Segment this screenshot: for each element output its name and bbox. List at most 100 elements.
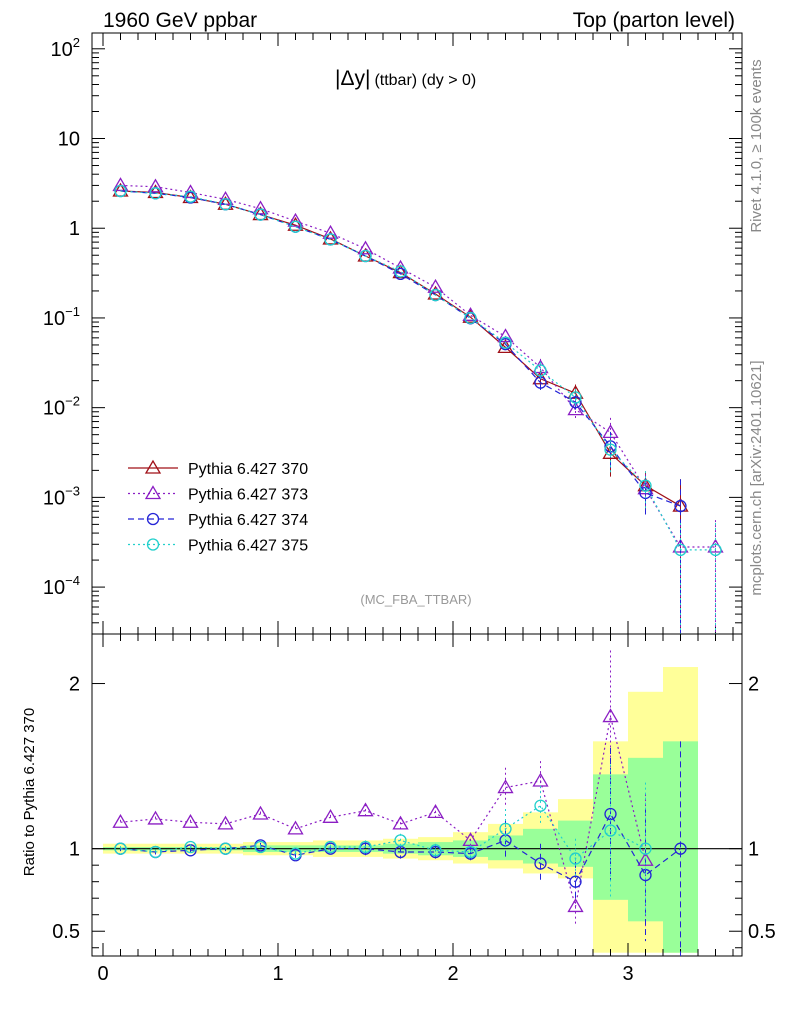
ratio-marker-p374	[534, 857, 547, 870]
ratio-marker-p374	[674, 842, 687, 855]
ratio-marker-p375	[184, 840, 197, 854]
ratio-marker-p375	[429, 844, 442, 857]
marker-p375	[639, 479, 652, 492]
marker-p375	[149, 187, 162, 200]
marker-p375	[394, 265, 407, 278]
marker-p373	[252, 200, 269, 215]
ratio-marker-p375	[569, 852, 582, 865]
main-title-main: |Δy|	[335, 67, 370, 90]
ratio-marker-p375	[289, 847, 302, 860]
legend: Pythia 6.427 370 Pythia 6.427 373 Pythia 6…	[128, 459, 308, 555]
marker-p375	[674, 543, 687, 557]
marker-p375	[464, 311, 477, 325]
legend-label-p370: Pythia 6.427 370	[188, 461, 308, 478]
ratio-marker-p373	[392, 815, 409, 830]
ratio-marker-p375	[604, 824, 617, 837]
legend-marker-p373	[144, 485, 162, 500]
ratio-line-p373	[120, 716, 647, 907]
marker-p373	[357, 240, 374, 255]
marker-p373	[287, 212, 304, 227]
marker-p375	[604, 443, 617, 456]
xtick-label: 3	[622, 963, 633, 985]
ratio-marker-p373	[532, 772, 549, 787]
xtick-label: 1	[272, 963, 283, 985]
ratio-marker-p374	[569, 875, 582, 888]
xtick-label: 2	[447, 963, 458, 985]
ratio-ytick-label-right: 0.5	[748, 921, 776, 943]
marker-p375	[254, 208, 267, 221]
series-line-p373	[120, 184, 716, 548]
main-ytick-label: 10−1	[43, 304, 80, 330]
ratio-marker-p373	[147, 810, 164, 825]
legend-marker-p374	[146, 512, 160, 526]
main-title: |Δy| (ttbar) (dy > 0)	[335, 67, 476, 90]
ratio-panel-frame	[91, 633, 743, 957]
marker-p370	[602, 445, 619, 459]
marker-p374	[674, 499, 687, 513]
ratio-marker-p373	[252, 805, 269, 820]
ratio-marker-p375	[359, 840, 372, 854]
ratio-axis-ticks: 0.5 0.5 1 1 2 2 0 1 2 3	[52, 634, 776, 985]
legend-label-p373: Pythia 6.427 373	[188, 487, 308, 504]
ratio-marker-p373	[217, 815, 234, 830]
marker-p373	[147, 178, 164, 193]
ratio-marker-p373	[322, 809, 339, 823]
header-right: Top (parton level)	[573, 9, 735, 32]
ratio-marker-p375	[219, 842, 232, 855]
marker-p375	[429, 288, 442, 302]
ratio-marker-p373	[287, 820, 304, 835]
marker-p375	[219, 198, 232, 211]
ratio-marker-p373	[497, 779, 514, 794]
marker-p373	[567, 401, 584, 416]
ratio-ytick-label: 2	[69, 674, 80, 696]
ratio-marker-p375	[499, 822, 512, 836]
ratio-marker-p373	[567, 898, 584, 913]
marker-p375	[324, 233, 337, 246]
ratio-marker-p373	[602, 708, 619, 723]
xtick-label: 0	[97, 963, 108, 985]
main-ytick-label: 10−3	[43, 483, 80, 509]
ratio-marker-p375	[464, 845, 477, 859]
ratio-marker-p375	[149, 845, 162, 859]
legend-label-p375: Pythia 6.427 375	[188, 538, 308, 555]
ratio-marker-p375	[394, 834, 407, 847]
header-left: 1960 GeV ppbar	[103, 9, 257, 32]
main-ytick-label: 10	[58, 129, 80, 151]
ratio-line-p374	[120, 812, 681, 883]
legend-label-p374: Pythia 6.427 374	[188, 512, 308, 529]
marker-p374	[569, 396, 582, 409]
main-axis-ticks: 102 10 1 10−1 10−2 10−3 10−4	[43, 33, 742, 635]
ratio-marker-p373	[357, 802, 374, 817]
ratio-marker-p373	[112, 813, 129, 828]
marker-p375	[709, 543, 722, 557]
ratio-marker-p373	[427, 804, 444, 818]
marker-p375	[114, 184, 127, 198]
legend-marker-p370	[144, 459, 162, 474]
ratio-marker-p375	[254, 840, 267, 854]
main-series-group	[112, 177, 724, 634]
main-ytick-label: 102	[51, 35, 80, 61]
ratio-ytick-label: 0.5	[52, 921, 80, 943]
ratio-marker-p373	[637, 851, 654, 866]
marker-p375	[359, 249, 372, 263]
analysis-label: (MC_FBA_TTBAR)	[360, 592, 471, 607]
legend-marker-p375	[146, 538, 160, 551]
ratio-series-group	[112, 650, 687, 956]
marker-p373	[497, 328, 514, 343]
ratio-ytick-label-right: 2	[748, 674, 759, 696]
ratio-ytick-label-right: 1	[748, 839, 759, 861]
mcplots-label: mcplots.cern.ch [arXiv:2401.10621]	[748, 360, 765, 595]
marker-p373	[112, 177, 129, 192]
rivet-label: Rivet 4.1.0, ≥ 100k events	[748, 59, 765, 232]
marker-p375	[569, 391, 582, 404]
ratio-marker-p375	[324, 840, 337, 854]
marker-p375	[289, 220, 302, 233]
ratio-marker-p373	[182, 813, 199, 828]
ratio-marker-p375	[639, 842, 652, 855]
ratio-ylabel: Ratio to Pythia 6.427 370	[21, 708, 38, 876]
marker-p370	[287, 216, 304, 231]
marker-p375	[499, 336, 512, 349]
marker-p375	[534, 364, 547, 377]
main-ytick-label: 10−2	[43, 394, 80, 420]
